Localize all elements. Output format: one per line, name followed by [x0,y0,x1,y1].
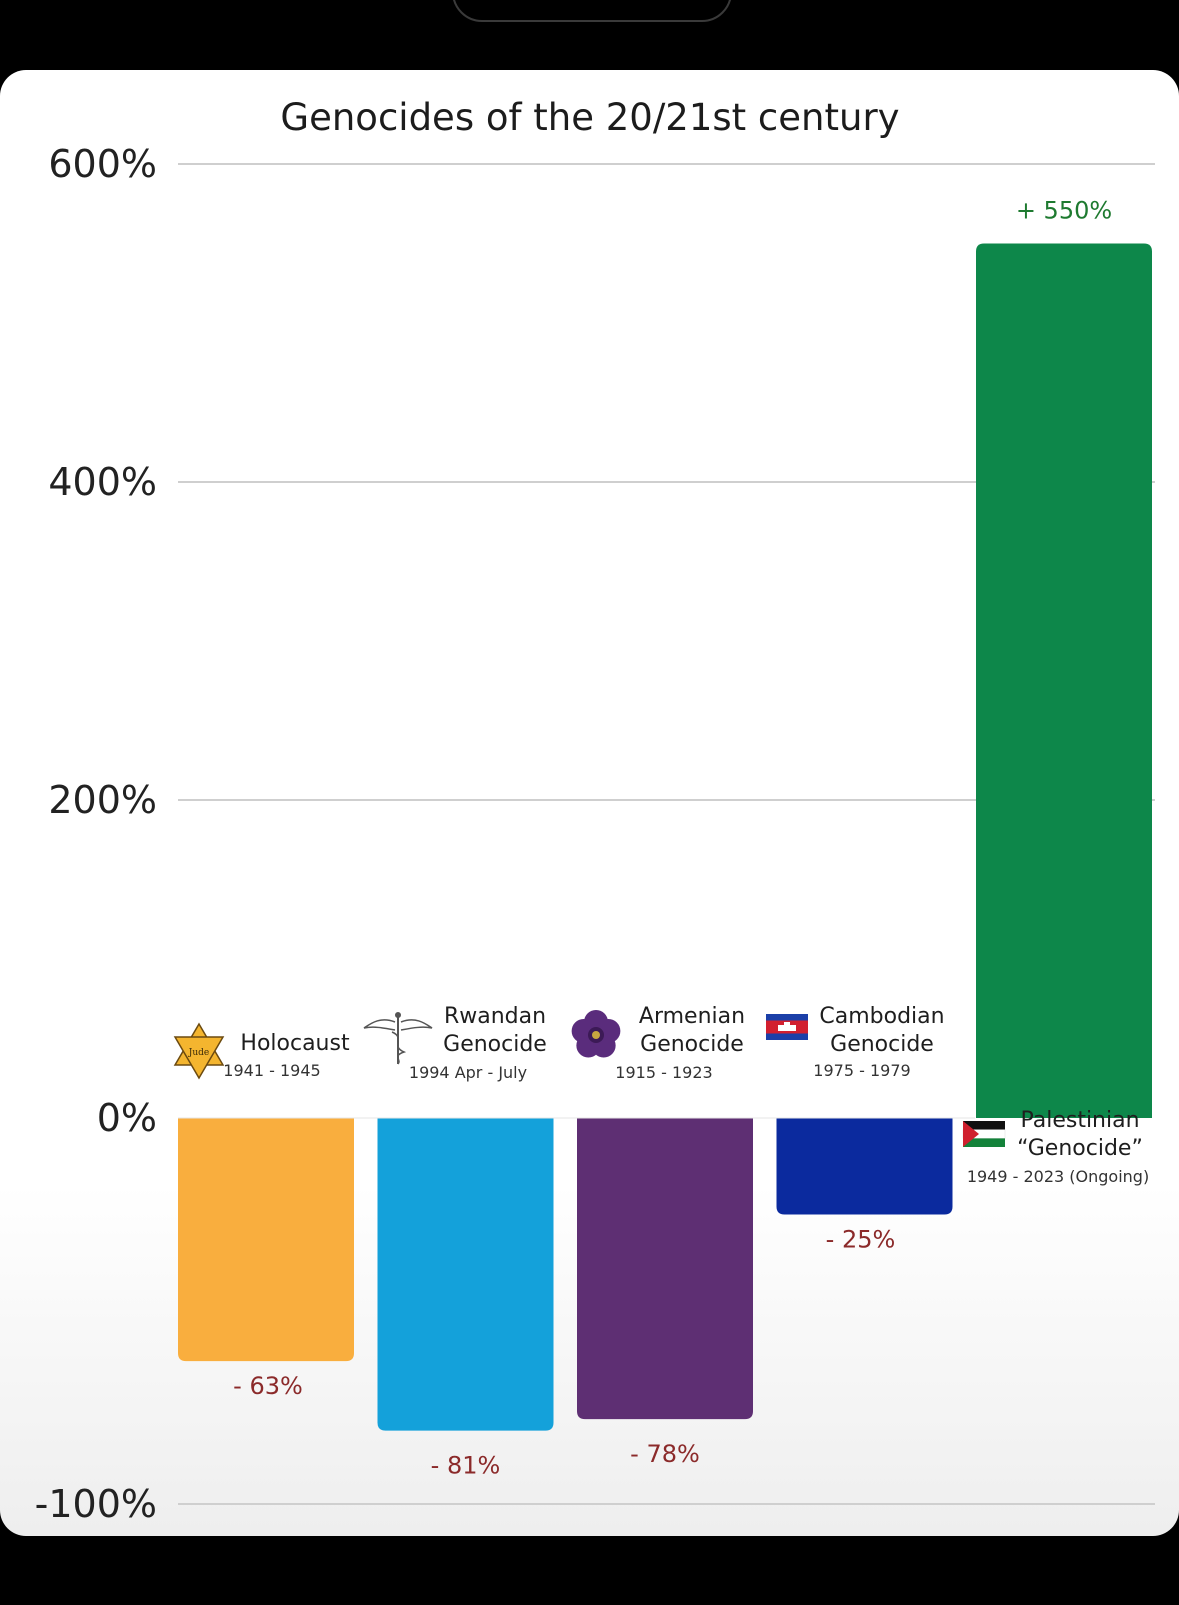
category-name: Palestinian [1020,1108,1139,1133]
y-tick-label: 400% [48,460,157,504]
star-of-david-icon: Jude [173,1022,225,1080]
y-tick-label: 0% [97,1096,157,1140]
y-tick-label: -100% [35,1482,157,1526]
palestine-flag-icon [962,1121,1006,1147]
chart-title: Genocides of the 20/21st century [280,96,899,139]
category-years: 1994 Apr - July [409,1063,527,1082]
phone-notch [452,0,732,22]
value-label: - 25% [826,1226,896,1254]
svg-text:Jude: Jude [188,1048,210,1058]
bar [377,1118,554,1431]
bar [178,1118,354,1362]
category-name: Rwandan [444,1004,546,1029]
category-name: Holocaust [240,1031,350,1056]
category-years: 1941 - 1945 [223,1061,320,1080]
category-name: Genocide [443,1032,547,1057]
value-label: + 550% [1016,197,1112,225]
bar [577,1118,753,1420]
category-years: 1915 - 1923 [615,1063,712,1082]
forget-me-not-icon [571,1010,621,1058]
value-label: - 81% [431,1452,501,1480]
bar-chart: Genocides of the 20/21st century 600% 400%… [35,96,1155,1526]
bar [976,243,1152,1118]
category-years: 1949 - 2023 (Ongoing) [967,1167,1149,1186]
category-name: Genocide [640,1032,744,1057]
category-name: “Genocide” [1017,1136,1143,1161]
y-tick-label: 600% [48,142,157,186]
value-label: - 78% [630,1440,700,1468]
caduceus-icon [363,1012,433,1065]
bar [776,1118,953,1215]
chart-card: Genocides of the 20/21st century 600% 400%… [0,70,1179,1536]
value-label: - 63% [233,1372,303,1400]
cambodia-flag-icon [766,1014,808,1040]
category-years: 1975 - 1979 [813,1061,910,1080]
y-tick-label: 200% [48,778,157,822]
category-name: Genocide [830,1032,934,1057]
category-name: Armenian [639,1004,745,1029]
category-name: Cambodian [819,1004,944,1029]
